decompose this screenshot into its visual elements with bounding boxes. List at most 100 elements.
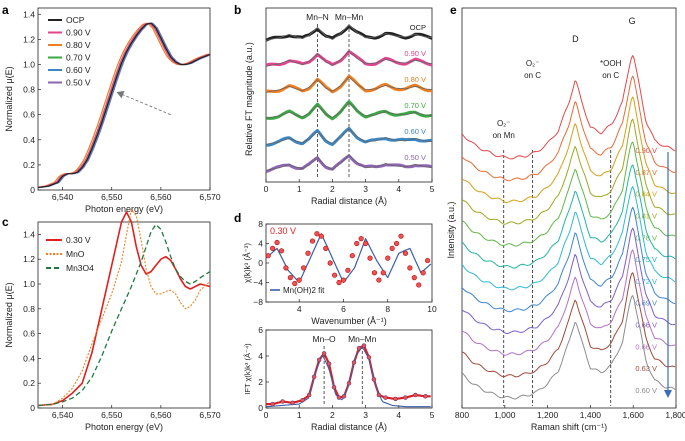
- series-label: 0.66 V: [635, 321, 657, 330]
- annotation-line1: *OOH: [600, 59, 622, 68]
- x-tick-label: 1,800: [665, 410, 685, 420]
- series-line: [461, 75, 676, 182]
- data-point: [366, 355, 372, 360]
- legend-label: OCP: [66, 15, 85, 25]
- y-tick-label: 1.4: [23, 229, 35, 239]
- x-tick-label: 6,560: [150, 192, 172, 202]
- data-point: [403, 395, 408, 400]
- series-line: [461, 295, 676, 400]
- panel-d-top: 4 6 8 10 8 4 0 −4 −8 Wavenumber (Å⁻¹) χ(k)k³ (Å⁻³)…: [243, 219, 437, 326]
- y-tick-label: 4: [258, 239, 263, 249]
- data-point: [351, 360, 357, 365]
- series-label: 0.75 V: [635, 255, 657, 264]
- data-point: [393, 396, 398, 402]
- y-tick-label: 1.4: [23, 9, 35, 19]
- x-tick-label: 1,600: [623, 410, 645, 420]
- data-point: [354, 240, 360, 247]
- data-point: [361, 343, 367, 348]
- data-point: [287, 275, 293, 281]
- series-fit: [265, 128, 433, 145]
- plot-frame-a: [37, 7, 211, 191]
- legend-label: Mn3O4: [66, 263, 94, 273]
- series-line: [461, 164, 676, 269]
- potential-arrowhead: [664, 390, 672, 398]
- peak-label: Mn–Mn: [348, 334, 377, 344]
- panel-e: 800 1,000 1,200 1,400 1,600 1,800 Raman shift …: [446, 7, 685, 432]
- panel-label-a: a: [2, 3, 9, 17]
- panel-label-d: d: [234, 211, 241, 225]
- x-tick-label: 2: [330, 184, 335, 194]
- series-fit: [265, 50, 433, 67]
- series-line: [37, 22, 211, 189]
- data-point: [393, 240, 400, 247]
- series-line: [37, 211, 211, 407]
- series-label: 0.60 V: [404, 127, 426, 136]
- y-axis-label: Relative FT magnitude (a.u.): [244, 42, 254, 156]
- x-tick-label: 8: [385, 304, 390, 314]
- data-point: [389, 245, 395, 251]
- x-tick-label: 6,570: [199, 192, 221, 202]
- series-fit: [265, 24, 433, 41]
- series-label: 0.90 V: [404, 49, 426, 58]
- y-tick-label: −4: [253, 278, 263, 288]
- data-point: [385, 255, 391, 261]
- legend-label: 0.30 V: [66, 235, 91, 245]
- y-tick-label: 1.2: [23, 34, 35, 44]
- fit-line: [265, 233, 432, 284]
- data-point: [363, 240, 369, 247]
- series-line: [37, 22, 210, 188]
- series-line: [461, 227, 676, 334]
- series-label: 0.69 V: [635, 299, 657, 308]
- data-point: [305, 250, 311, 256]
- y-tick-label: 2: [258, 377, 263, 387]
- plot-frame-d-bottom: [265, 329, 433, 409]
- legend-label: 0.70 V: [66, 53, 91, 63]
- series-label: 0.70 V: [404, 101, 426, 110]
- series-fit: [265, 102, 433, 119]
- y-tick-label: 0.2: [23, 378, 35, 388]
- data-point: [376, 392, 382, 398]
- panel-b: 0 1 2 3 4 5 Radial distance (Å) Relative FT mag…: [244, 7, 435, 206]
- series-line: [461, 118, 676, 225]
- data-line: [266, 345, 431, 406]
- band-label: D: [572, 34, 579, 44]
- series-fit: [265, 76, 433, 93]
- data-point: [316, 357, 322, 363]
- data-point: [349, 253, 355, 259]
- y-tick-label: −8: [253, 297, 263, 307]
- data-point: [314, 231, 320, 237]
- panel-label-e: e: [450, 3, 457, 17]
- y-axis-label: Intensity (a.u.): [446, 201, 456, 258]
- annotation-line1: O₂⁻: [526, 59, 540, 68]
- peak-label: Mn–N: [306, 12, 329, 22]
- data-point: [309, 238, 316, 244]
- y-tick-label: 0: [258, 403, 263, 413]
- y-tick-label: 0: [258, 258, 263, 268]
- series-line: [461, 186, 676, 291]
- data-point: [413, 392, 418, 398]
- y-tick-label: 0.6: [23, 329, 35, 339]
- data-point: [280, 399, 285, 404]
- x-axis-label: Raman shift (cm⁻¹): [531, 422, 607, 432]
- legend-label: 0.90 V: [66, 28, 91, 38]
- plot-frame-b: [265, 7, 433, 183]
- series-label: 0.66 V: [635, 342, 657, 351]
- x-tick-label: 2: [330, 410, 335, 420]
- data-point: [301, 265, 307, 271]
- data-point: [411, 275, 417, 281]
- series-line: [38, 22, 211, 189]
- x-axis-label: Photon energy (eV): [85, 422, 163, 432]
- x-tick-label: 0: [264, 410, 269, 420]
- x-axis-label: Radial distance (Å): [311, 422, 387, 432]
- data-point: [318, 233, 324, 239]
- data-point: [346, 381, 352, 386]
- y-tick-label: 1.2: [23, 254, 35, 264]
- x-tick-label: 1,400: [580, 410, 602, 420]
- y-tick-label: 4: [258, 351, 263, 361]
- data-point: [407, 265, 413, 271]
- peak-label: Mn–O: [313, 334, 337, 344]
- data-point: [332, 272, 338, 278]
- series-data: [265, 24, 433, 42]
- series-label: 0.81 V: [635, 211, 657, 220]
